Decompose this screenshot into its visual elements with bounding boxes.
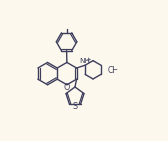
Text: Cl: Cl <box>108 66 116 75</box>
Text: S: S <box>72 102 78 111</box>
Text: O: O <box>64 83 70 92</box>
Text: +: + <box>86 57 91 63</box>
Text: −: − <box>111 67 117 73</box>
Text: NH: NH <box>79 58 90 64</box>
